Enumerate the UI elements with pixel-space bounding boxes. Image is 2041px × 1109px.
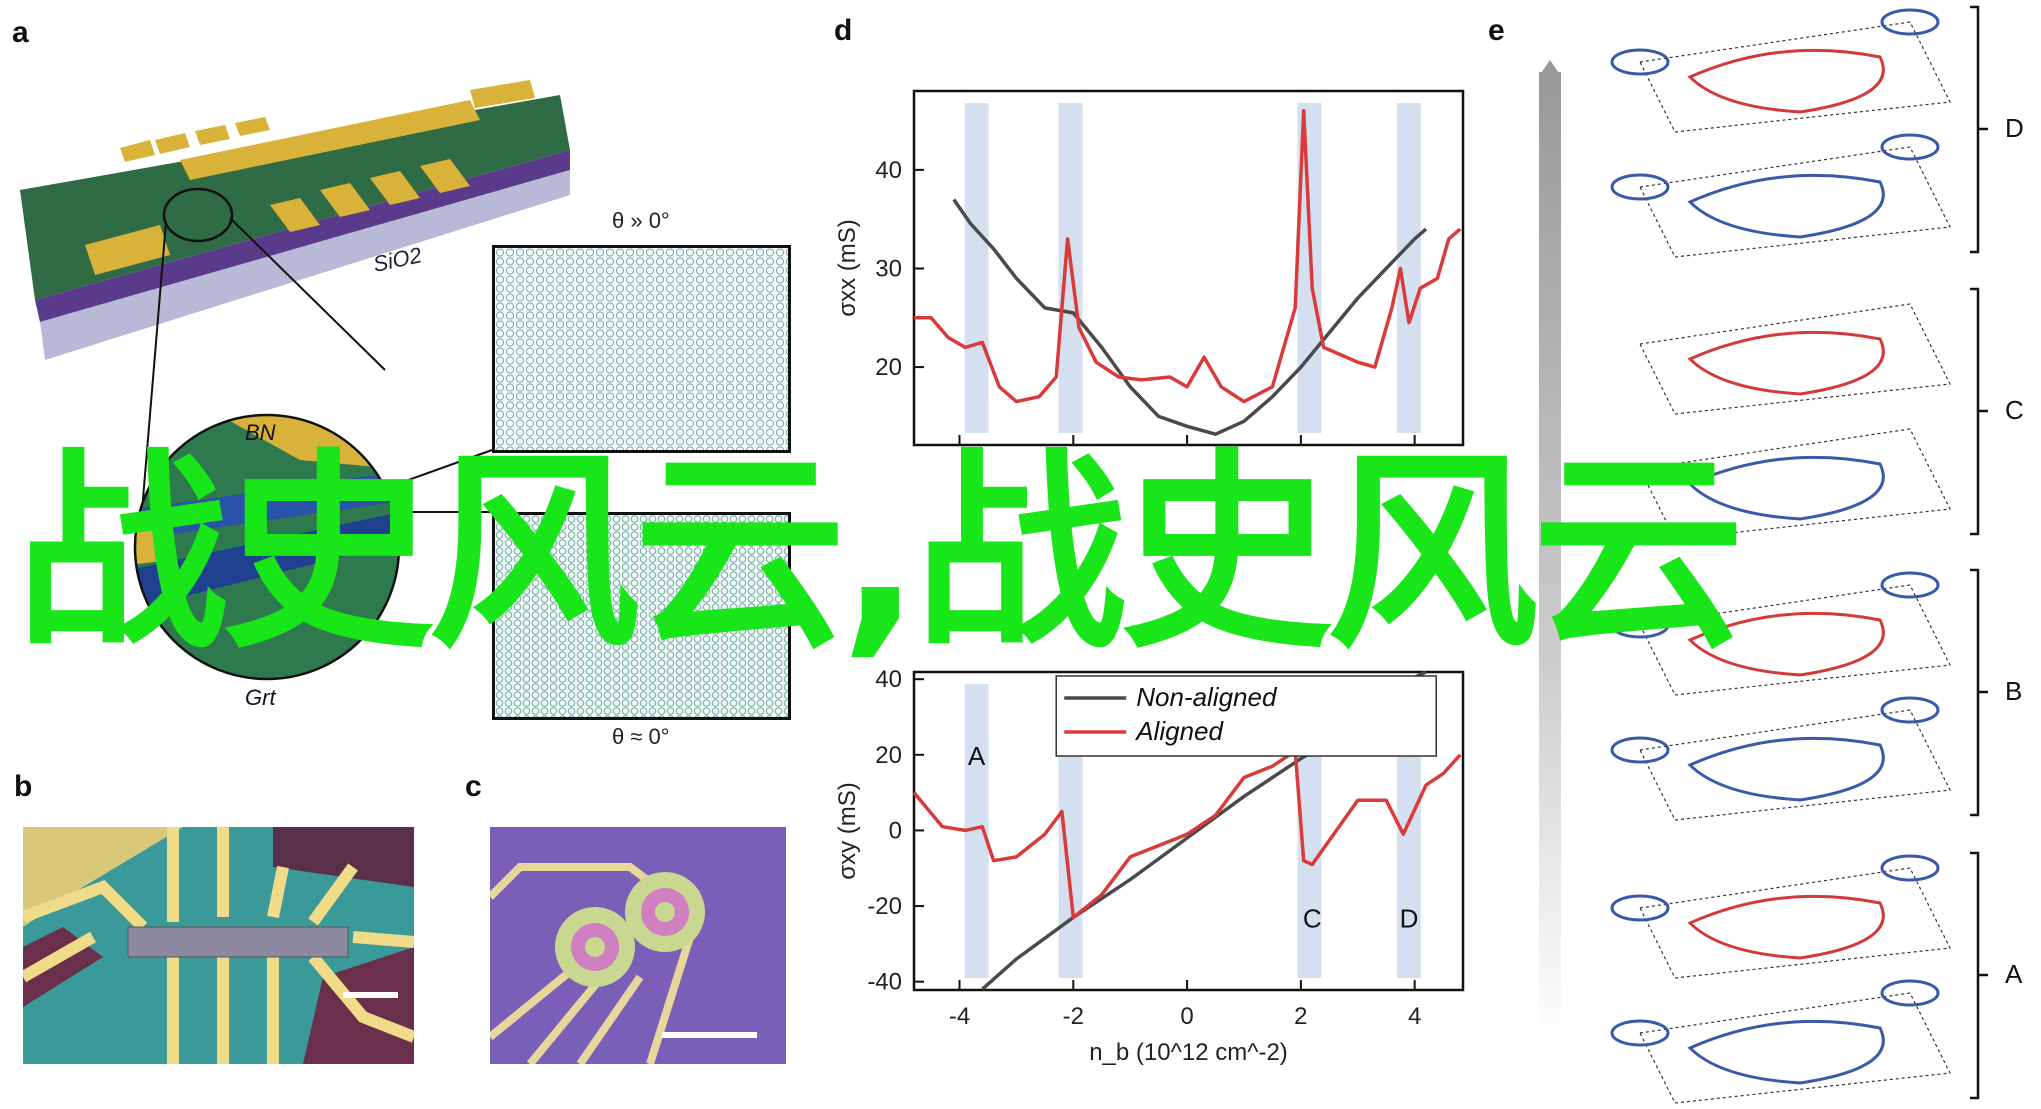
- fermi-contour: [1687, 894, 1885, 960]
- scale-bar: [343, 992, 398, 998]
- x-axis-label: n_b (10^12 cm^-2): [1089, 1039, 1288, 1066]
- arrow-head-icon: [1539, 60, 1561, 76]
- bottom-y-axis-label: σxy (mS): [834, 782, 861, 879]
- fermi-pocket: [1880, 571, 1940, 599]
- y-tick-label: 40: [875, 157, 902, 184]
- fermi-contour: [1687, 736, 1885, 802]
- group-label-B: B: [2005, 676, 2023, 706]
- panel-d-label: d: [834, 14, 853, 47]
- fermi-pocket: [1880, 696, 1940, 724]
- y-tick-label: 40: [875, 666, 902, 693]
- fermi-pocket: [1610, 1019, 1670, 1047]
- graphite-label: Grt: [245, 685, 276, 710]
- fermi-pocket: [1880, 979, 1940, 1007]
- brillouin-zone-outline: [1639, 867, 1951, 979]
- brillouin-zone-outline: [1639, 146, 1951, 258]
- x-tick-label: 2: [1294, 1003, 1307, 1030]
- fermi-pocket: [1610, 894, 1670, 922]
- bracket: [1970, 568, 1988, 817]
- x-tick-label: -4: [949, 1003, 970, 1030]
- brillouin-zone-outline: [1639, 303, 1951, 415]
- group-label-C: C: [2005, 395, 2024, 425]
- brillouin-zone-outline: [1639, 428, 1951, 540]
- fermi-contour: [1687, 173, 1885, 239]
- micrograph-corbino-devices: [490, 827, 786, 1064]
- fermi-pocket: [1880, 854, 1940, 882]
- legend: [1055, 675, 1437, 757]
- y-tick-label: 20: [875, 354, 902, 381]
- brillouin-zone-outline: [1639, 709, 1951, 821]
- device-substrate: [40, 170, 570, 360]
- fermi-contour: [1687, 330, 1885, 396]
- brillouin-zone-outline: [1639, 21, 1951, 133]
- band-label-D: D: [1400, 903, 1419, 933]
- x-tick-label: -2: [1063, 1003, 1084, 1030]
- top-y-axis-label: σxx (mS): [834, 219, 861, 316]
- top-series-non-aligned: [952, 198, 1428, 436]
- energy-arrow: [1539, 72, 1561, 1042]
- fermi-pocket: [1610, 48, 1670, 76]
- panel-e-label: e: [1488, 14, 1505, 47]
- inset-bottom-title: θ ≈ 0°: [612, 724, 670, 749]
- fermi-pocket: [1610, 611, 1670, 639]
- moire-lattice-aligned: [492, 512, 791, 720]
- scale-bar: [662, 1032, 757, 1038]
- fermi-pocket: [1880, 133, 1940, 161]
- gold-electrode-bar: [180, 100, 480, 180]
- device-oxide-layer: [35, 150, 570, 322]
- moire-lattice-large-angle: [492, 245, 791, 453]
- band-label-C: C: [1303, 903, 1322, 933]
- fermi-pocket: [1610, 173, 1670, 201]
- zoom-circle-small: [162, 187, 234, 243]
- fermi-pocket: [1610, 736, 1670, 764]
- device-schematic: SiO2 BN Grt: [20, 80, 570, 710]
- bracket: [1970, 5, 1988, 254]
- brillouin-zone-outline: [1639, 992, 1951, 1104]
- fermi-contour: [1687, 48, 1885, 114]
- y-tick-label: -20: [867, 893, 902, 920]
- zoom-circle-cross-section: [135, 415, 399, 679]
- group-label-D: D: [2005, 113, 2024, 143]
- brillouin-zone-outline: [1639, 584, 1951, 696]
- top-series-aligned: [914, 108, 1462, 404]
- watermark-overlay-text: 战史风云,战史风云: [16, 430, 1745, 677]
- fermi-contour: [1687, 1019, 1885, 1085]
- fermi-contour: [1687, 455, 1885, 521]
- band-label-A: A: [968, 741, 986, 771]
- y-tick-label: 0: [889, 817, 902, 844]
- panel-a-label: a: [12, 16, 29, 49]
- bottom-series-aligned: [912, 749, 1462, 920]
- y-tick-label: 30: [875, 255, 902, 282]
- micrograph-hall-bar: [23, 827, 414, 1064]
- panel-b-label: b: [14, 770, 33, 803]
- bn-label: BN: [245, 420, 276, 445]
- fermi-contour: [1687, 611, 1885, 677]
- y-tick-label: -40: [867, 969, 902, 996]
- x-tick-label: 0: [1180, 1003, 1193, 1030]
- hall-bar-channel: [127, 926, 349, 958]
- legend-label: Aligned: [1134, 716, 1224, 746]
- highlight-band: [964, 103, 989, 433]
- fermi-surface-diagrams: [1610, 5, 1988, 1104]
- legend-label: Non-aligned: [1136, 682, 1278, 712]
- bracket: [1970, 287, 1988, 536]
- y-tick-label: 20: [875, 742, 902, 769]
- fermi-pocket: [1880, 8, 1940, 36]
- x-tick-label: 4: [1408, 1003, 1421, 1030]
- panel-c-label: c: [465, 770, 482, 803]
- inset-top-title: θ » 0°: [612, 208, 670, 233]
- bracket: [1970, 851, 1988, 1100]
- group-label-A: A: [2005, 959, 2023, 989]
- top-plot-frame: [912, 89, 1465, 447]
